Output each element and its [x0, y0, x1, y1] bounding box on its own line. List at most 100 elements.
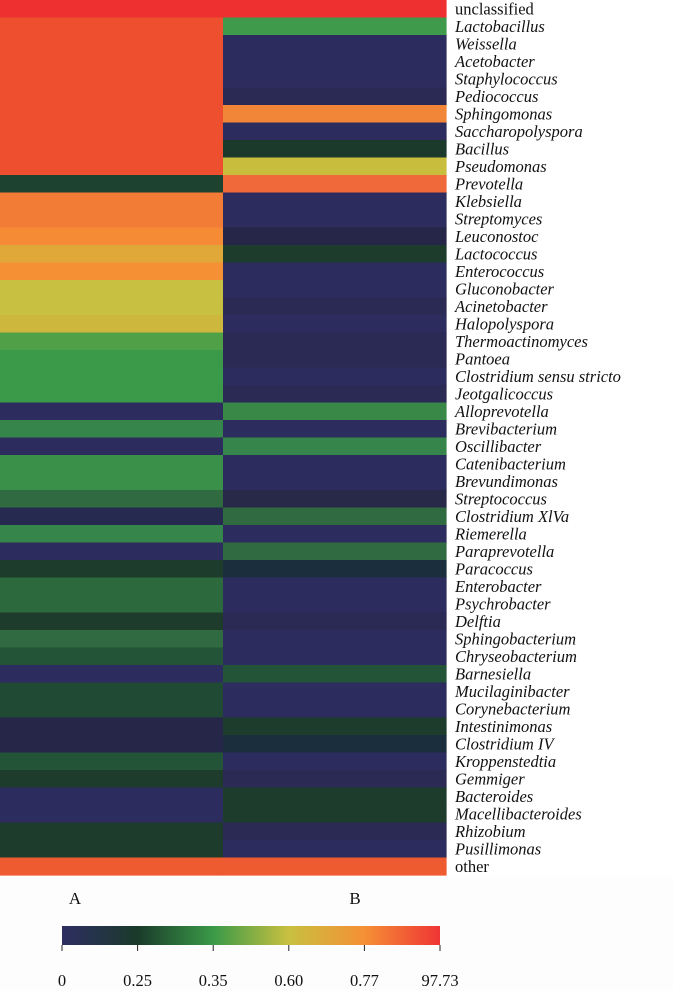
heatmap-cell-a [0, 0, 224, 19]
heatmap-cell-b [223, 245, 447, 264]
heatmap-cell-a [0, 262, 224, 281]
heatmap-cell-b [223, 367, 447, 386]
heatmap-cell-b [223, 595, 447, 614]
heatmap-cell-b [223, 105, 447, 124]
heatmap-cell-a [0, 700, 224, 719]
colorbar-tick-label: 97.73 [421, 971, 458, 990]
row-label: Streptomyces [455, 210, 542, 229]
heatmap-cell-b [223, 822, 447, 841]
colorbar-tick-label: 0 [58, 971, 66, 990]
row-label: Lactococcus [454, 245, 537, 264]
heatmap-cell-b [223, 280, 447, 299]
row-label: other [455, 857, 489, 876]
row-label: Catenibacterium [455, 455, 566, 474]
heatmap-cell-a [0, 332, 224, 351]
heatmap-cell-b [223, 175, 447, 194]
heatmap-cell-a [0, 192, 224, 211]
heatmap-cell-b [223, 17, 447, 36]
heatmap-cell-b [223, 350, 447, 369]
heatmap-cell-a [0, 402, 224, 421]
heatmap-cell-a [0, 595, 224, 614]
heatmap-cell-a [0, 105, 224, 124]
heatmap-cell-a [0, 70, 224, 89]
row-label: Paracoccus [454, 560, 533, 579]
row-label: Oscillibacter [455, 437, 542, 456]
row-label: Saccharopolyspora [455, 122, 583, 141]
row-label: Acetobacter [454, 52, 535, 71]
row-label: Weissella [455, 35, 517, 54]
row-label: Bacteroides [455, 787, 533, 806]
heatmap-cell-a [0, 140, 224, 159]
heatmap-cell-b [223, 70, 447, 89]
heatmap-cell-b [223, 560, 447, 579]
heatmap-cell-b [223, 507, 447, 526]
colorbar-tick-label: 0.25 [123, 971, 152, 990]
heatmap-cell-a [0, 245, 224, 264]
row-labels: unclassifiedLactobacillusWeissellaAcetob… [454, 0, 621, 876]
row-label: Brevibacterium [455, 420, 557, 439]
heatmap-cell-a [0, 647, 224, 666]
heatmap-cell-b [223, 840, 447, 859]
heatmap-cell-b [223, 192, 447, 211]
row-label: Barnesiella [455, 665, 531, 684]
column-label: A [69, 889, 82, 908]
heatmap-cell-a [0, 735, 224, 754]
heatmap-cell-a [0, 682, 224, 701]
heatmap-cell-b [223, 35, 447, 54]
row-label: Leuconostoc [454, 227, 539, 246]
heatmap-cell-a [0, 665, 224, 684]
heatmap-cell-b [223, 402, 447, 421]
heatmap-cell-a [0, 227, 224, 246]
row-label: Psychrobacter [454, 595, 551, 614]
row-label: Rhizobium [454, 822, 526, 841]
heatmap-cell-b [223, 805, 447, 824]
heatmap-cell-b [223, 262, 447, 281]
heatmap-cell-b [223, 717, 447, 736]
heatmap-cell-a [0, 560, 224, 579]
row-label: Thermoactinomyces [455, 332, 588, 351]
heatmap-cell-a [0, 87, 224, 106]
heatmap-cell-a [0, 822, 224, 841]
heatmap-cell-a [0, 385, 224, 404]
heatmap-cell-a [0, 840, 224, 859]
heatmap-cell-a [0, 437, 224, 456]
heatmap-cell-b [223, 647, 447, 666]
row-label: Enterobacter [454, 577, 542, 596]
row-label: unclassified [455, 0, 535, 19]
heatmap-cell-b [223, 787, 447, 806]
heatmap-cells [0, 0, 447, 876]
heatmap-cell-a [0, 315, 224, 334]
heatmap-cell-b [223, 157, 447, 176]
row-label: Clostridium IV [455, 735, 555, 754]
heatmap-cell-a [0, 612, 224, 631]
heatmap-cell-b [223, 682, 447, 701]
heatmap-cell-b [223, 577, 447, 596]
heatmap-cell-b [223, 227, 447, 246]
heatmap-cell-b [223, 332, 447, 351]
heatmap-cell-b [223, 735, 447, 754]
heatmap-cell-a [0, 787, 224, 806]
heatmap-cell-b [223, 752, 447, 771]
heatmap-cell-b [223, 857, 447, 876]
heatmap-cell-a [0, 630, 224, 649]
heatmap-cell-a [0, 542, 224, 561]
heatmap-cell-a [0, 455, 224, 474]
row-label: Pantoea [454, 350, 510, 369]
row-label: Streptococcus [455, 490, 547, 509]
row-label: Alloprevotella [454, 402, 549, 421]
heatmap-cell-a [0, 525, 224, 544]
heatmap-cell-b [223, 665, 447, 684]
heatmap-cell-b [223, 0, 447, 19]
row-label: Corynebacterium [455, 700, 571, 719]
heatmap-cell-b [223, 770, 447, 789]
row-label: Intestinimonas [454, 717, 552, 736]
row-label: Pediococcus [454, 87, 538, 106]
row-label: Riemerella [454, 525, 527, 544]
heatmap-cell-a [0, 350, 224, 369]
row-label: Lactobacillus [454, 17, 545, 36]
row-label: Clostridium XlVa [455, 507, 569, 526]
heatmap-cell-a [0, 35, 224, 54]
row-label: Klebsiella [454, 192, 522, 211]
